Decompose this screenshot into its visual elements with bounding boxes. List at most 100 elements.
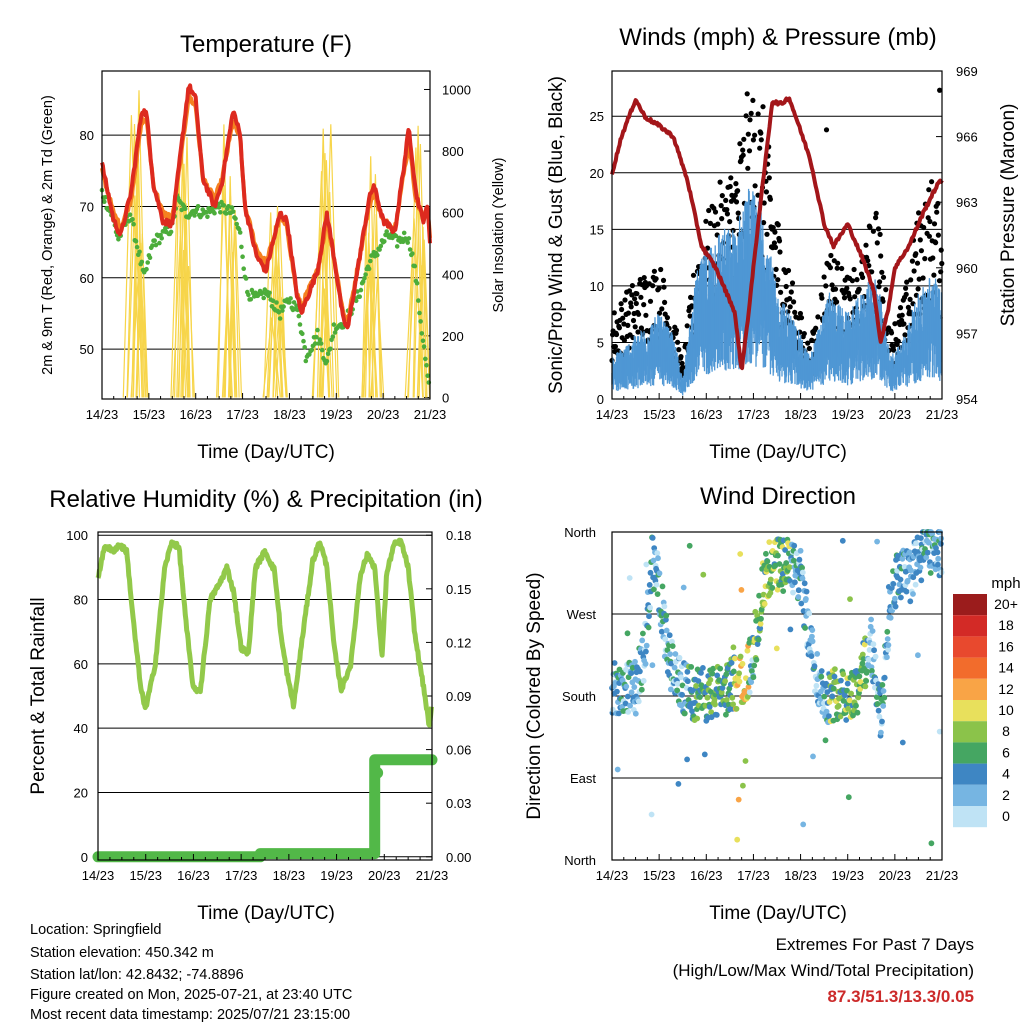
wind-direction-point xyxy=(874,538,880,545)
x-tick-label: 19/23 xyxy=(320,868,353,883)
legend-swatch xyxy=(953,784,987,806)
wind-direction-point xyxy=(645,624,652,631)
gust-point xyxy=(869,269,875,275)
gust-point xyxy=(758,137,764,143)
wind-direction-point xyxy=(767,576,774,583)
gust-point xyxy=(935,232,942,238)
gust-point xyxy=(763,189,770,195)
legend-label: 4 xyxy=(1002,766,1010,782)
wind-direction-point xyxy=(872,653,879,660)
gust-point xyxy=(647,298,654,304)
dewpoint-point xyxy=(287,300,292,305)
dewpoint-point xyxy=(270,298,276,304)
wind-direction-point xyxy=(761,601,768,607)
x-tick-label: 15/23 xyxy=(129,868,162,883)
y2-tick-label: 960 xyxy=(956,261,978,276)
wind-direction-point xyxy=(649,535,656,541)
dewpoint-point xyxy=(368,258,373,264)
wind-direction-point xyxy=(881,674,888,681)
wind-direction-point xyxy=(628,689,635,696)
gust-point xyxy=(806,345,813,352)
wind-direction-point xyxy=(787,578,793,584)
wind-direction-point xyxy=(758,615,764,622)
dewpoint-point xyxy=(296,313,302,319)
gust-point xyxy=(908,277,914,283)
gust-point xyxy=(797,329,803,335)
dewpoint-point xyxy=(139,259,145,265)
wind-direction-point xyxy=(646,582,653,588)
gust-point xyxy=(876,284,882,290)
dewpoint-point xyxy=(216,205,222,210)
y2-tick-label: 0.03 xyxy=(446,796,471,811)
gust-point xyxy=(632,324,638,330)
gust-point xyxy=(911,268,917,274)
wind-direction-point xyxy=(787,626,794,633)
gust-point xyxy=(621,321,627,327)
y-tick-label: 50 xyxy=(80,342,94,357)
dewpoint-point xyxy=(291,300,297,305)
solar-insolation-line xyxy=(228,209,243,398)
wind-direction-point xyxy=(709,670,716,677)
wind-direction-point xyxy=(643,642,650,649)
gust-point xyxy=(766,175,772,181)
wind-direction-point xyxy=(627,702,633,709)
y2-tick-label: 969 xyxy=(956,64,978,79)
wind-direction-point xyxy=(879,682,886,688)
wind-direction-point xyxy=(611,660,618,666)
gust-point xyxy=(690,272,697,278)
extremes-title: Extremes For Past 7 Days xyxy=(775,935,974,954)
gust-point xyxy=(867,224,873,231)
wind-direction-point xyxy=(884,628,891,635)
gust-point xyxy=(934,209,940,215)
y2-tick-label: 800 xyxy=(442,144,464,159)
wind-direction-point xyxy=(661,603,668,610)
wind-direction-point xyxy=(653,581,660,588)
gust-point xyxy=(757,145,763,151)
dewpoint-point xyxy=(393,233,399,239)
wind-direction-point xyxy=(864,668,870,675)
x-tick-label: 21/23 xyxy=(416,868,449,883)
wind-direction-point xyxy=(835,703,842,709)
legend-swatch xyxy=(953,657,987,679)
wind-direction-point xyxy=(733,705,740,712)
gust-point xyxy=(664,315,671,321)
dewpoint-point xyxy=(421,344,427,349)
gust-point xyxy=(863,242,869,248)
dewpoint-point xyxy=(261,295,267,301)
dewpoint-point xyxy=(237,230,243,235)
dewpoint-point xyxy=(134,244,140,250)
gust-point xyxy=(712,209,719,215)
dewpoint-point xyxy=(423,356,428,362)
dewpoint-point xyxy=(357,294,363,300)
gust-point xyxy=(703,218,709,224)
gust-point xyxy=(733,199,740,205)
wind-direction-point xyxy=(667,651,673,657)
wind-direction-point xyxy=(706,704,713,710)
wind-direction-point xyxy=(938,535,945,542)
wind-direction-point xyxy=(799,569,806,576)
dewpoint-point xyxy=(317,337,323,342)
wind-direction-point xyxy=(829,693,836,700)
wind-direction-point xyxy=(679,691,685,698)
solar-insolation-line xyxy=(371,214,381,398)
wind-direction-point xyxy=(866,647,873,653)
gust-point xyxy=(723,197,729,203)
wind-direction-point xyxy=(737,653,744,660)
wind-direction-point xyxy=(904,577,911,584)
wind-direction-point xyxy=(863,678,870,684)
wind-direction-point xyxy=(676,654,683,661)
gust-point xyxy=(878,253,884,259)
dewpoint-point xyxy=(116,237,121,242)
gust-point xyxy=(770,225,776,231)
wind-direction-point xyxy=(917,564,924,571)
station-elevation: Station elevation: 450.342 m xyxy=(30,945,214,961)
y-tick-label: 20 xyxy=(74,785,88,800)
wind-direction-point xyxy=(878,729,884,736)
wind-direction-point xyxy=(854,709,861,716)
gust-point xyxy=(764,231,770,237)
dewpoint-point xyxy=(318,341,324,346)
wind-direction-point xyxy=(853,702,859,709)
dewpoint-point xyxy=(182,206,188,212)
wind-direction-point xyxy=(646,613,652,620)
dewpoint-point xyxy=(406,236,412,241)
